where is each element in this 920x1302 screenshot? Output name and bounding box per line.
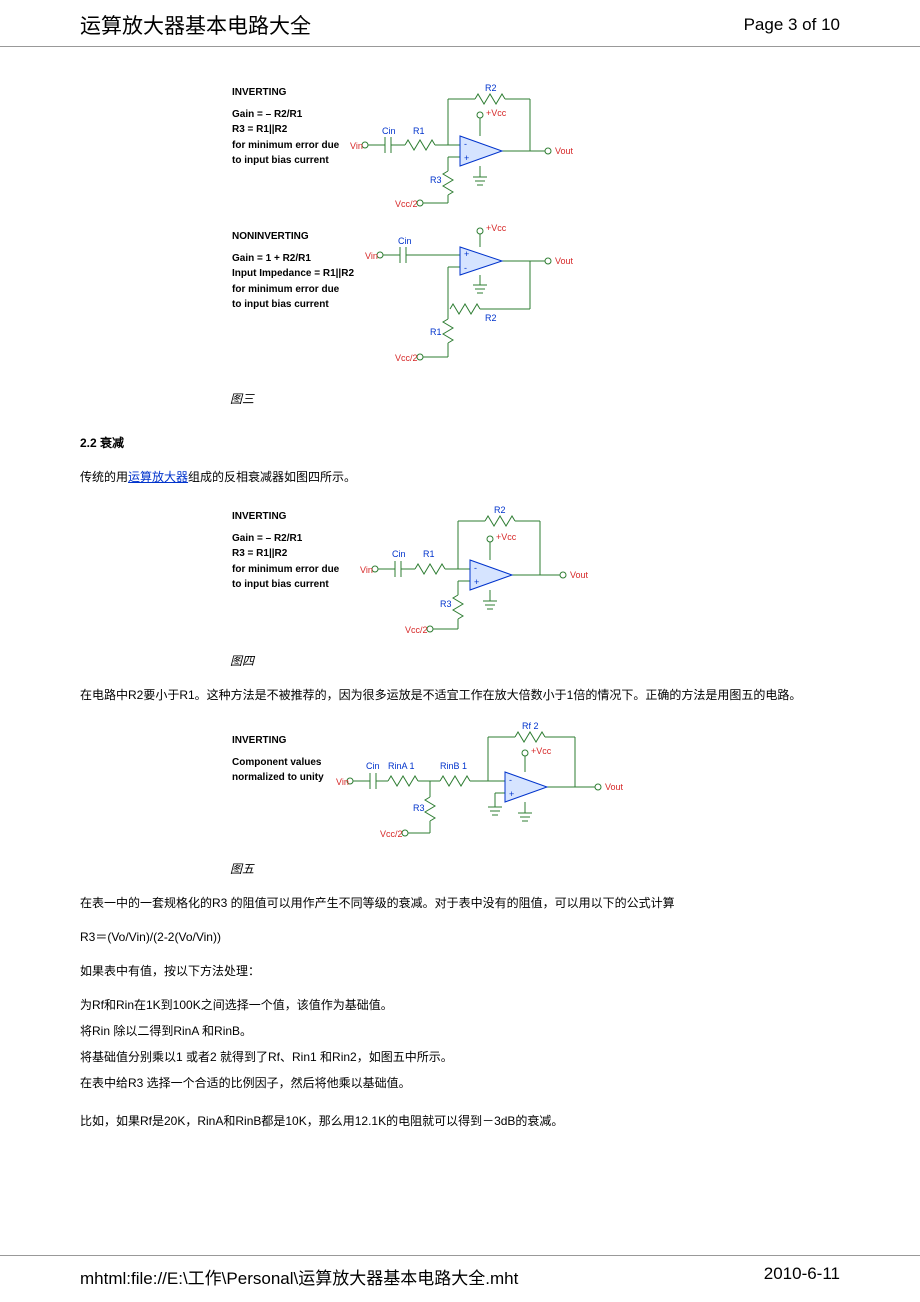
figure-5: INVERTING Component values normalized to… — [230, 719, 630, 849]
section-2-2-heading: 2.2 衰减 — [80, 431, 840, 455]
para-4: 如果表中有值，按以下方法处理： — [80, 959, 840, 983]
para-8: 在表中给R3 选择一个合适的比例因子，然后将他乘以基础值。 — [80, 1071, 840, 1095]
lbl: Vout — [570, 570, 589, 580]
page-number: Page 3 of 10 — [744, 15, 840, 35]
fig5-l1: Component values — [232, 755, 324, 771]
svg-text:+: + — [464, 153, 469, 163]
svg-text:-: - — [474, 563, 477, 573]
lbl: Cin — [398, 236, 412, 246]
lbl: R2 — [485, 83, 497, 93]
fig5-text: INVERTING Component values normalized to… — [232, 733, 324, 786]
figure-3: INVERTING Gain = – R2/R1 R3 = R1||R2 for… — [230, 79, 590, 379]
fig4-l1: Gain = – R2/R1 — [232, 531, 339, 547]
lbl: RinA 1 — [388, 761, 415, 771]
page-footer: mhtml:file://E:\工作\Personal\运算放大器基本电路大全.… — [0, 1255, 920, 1289]
fig3-noninv-svg: + - Vin Cin +Vcc Vout R2 R1 Vcc/2 — [230, 219, 590, 379]
fig4-title: INVERTING — [232, 509, 339, 525]
para-6: 将Rin 除以二得到RinA 和RinB。 — [80, 1019, 840, 1043]
svg-text:-: - — [464, 139, 467, 149]
fig3-inv-svg: - + Vin Cin R1 R2 R3 +Vcc Vcc/2 Vout — [230, 79, 590, 209]
fig4-text: INVERTING Gain = – R2/R1 R3 = R1||R2 for… — [232, 509, 339, 593]
footer-date: 2010-6-11 — [764, 1264, 840, 1289]
lbl: +Vcc — [496, 532, 517, 542]
lbl: +Vcc — [486, 108, 507, 118]
lbl: Rf 2 — [522, 721, 539, 731]
lbl: Vin — [336, 777, 349, 787]
page-title: 运算放大器基本电路大全 — [80, 10, 311, 40]
lbl: R1 — [423, 549, 435, 559]
lbl: R1 — [430, 327, 442, 337]
link-opamp[interactable]: 运算放大器 — [128, 470, 188, 484]
para-9: 比如，如果Rf是20K，RinA和RinB都是10K，那么用12.1K的电阻就可… — [80, 1109, 840, 1133]
lbl: R3 — [430, 175, 442, 185]
lbl: Cin — [366, 761, 380, 771]
lbl: R3 — [440, 599, 452, 609]
lbl: +Vcc — [531, 746, 552, 756]
fig3-caption: 图三 — [230, 387, 840, 411]
lbl: Vout — [555, 256, 574, 266]
para-7: 将基础值分别乘以1 或者2 就得到了Rf、Rin1 和Rin2，如图五中所示。 — [80, 1045, 840, 1069]
lbl: Vcc/2 — [405, 625, 428, 635]
fig5-l2: normalized to unity — [232, 770, 324, 786]
lbl: Vout — [555, 146, 574, 156]
lbl: R2 — [485, 313, 497, 323]
lbl: Vcc/2 — [395, 353, 418, 363]
lbl: RinB 1 — [440, 761, 467, 771]
formula: R3＝(Vo/Vin)/(2-2(Vo/Vin)) — [80, 925, 840, 949]
fig4-l3: for minimum error due — [232, 562, 339, 578]
lbl: Vout — [605, 782, 624, 792]
para-1: 传统的用运算放大器组成的反相衰减器如图四所示。 — [80, 465, 840, 489]
lbl: Cin — [392, 549, 406, 559]
lbl: R1 — [413, 126, 425, 136]
page-content: INVERTING Gain = – R2/R1 R3 = R1||R2 for… — [0, 47, 920, 1133]
para-3: 在表一中的一套规格化的R3 的阻值可以用作产生不同等级的衰减。对于表中没有的阻值… — [80, 891, 840, 915]
lbl: Vin — [350, 141, 363, 151]
para1-pre: 传统的用 — [80, 470, 128, 484]
svg-text:-: - — [509, 775, 512, 785]
lbl: Vcc/2 — [380, 829, 403, 839]
fig5-caption: 图五 — [230, 857, 840, 881]
fig4-l2: R3 = R1||R2 — [232, 546, 339, 562]
lbl: R3 — [413, 803, 425, 813]
lbl: Vin — [360, 565, 373, 575]
footer-path: mhtml:file://E:\工作\Personal\运算放大器基本电路大全.… — [80, 1264, 518, 1289]
fig5-title: INVERTING — [232, 733, 324, 749]
para-2: 在电路中R2要小于R1。这种方法是不被推荐的，因为很多运放是不适宜工作在放大倍数… — [80, 683, 840, 707]
svg-text:+: + — [474, 577, 479, 587]
para-5: 为Rf和Rin在1K到100K之间选择一个值，该值作为基础值。 — [80, 993, 840, 1017]
svg-text:+: + — [509, 789, 514, 799]
lbl: R2 — [494, 505, 506, 515]
lbl: +Vcc — [486, 223, 507, 233]
lbl: Cin — [382, 126, 396, 136]
svg-text:-: - — [464, 263, 467, 273]
para1-post: 组成的反相衰减器如图四所示。 — [188, 470, 356, 484]
figure-4: INVERTING Gain = – R2/R1 R3 = R1||R2 for… — [230, 501, 590, 641]
lbl: Vin — [365, 251, 378, 261]
lbl: Vcc/2 — [395, 199, 418, 209]
fig4-l4: to input bias current — [232, 577, 339, 593]
svg-text:+: + — [464, 249, 469, 259]
page-header: 运算放大器基本电路大全 Page 3 of 10 — [0, 0, 920, 47]
fig4-caption: 图四 — [230, 649, 840, 673]
